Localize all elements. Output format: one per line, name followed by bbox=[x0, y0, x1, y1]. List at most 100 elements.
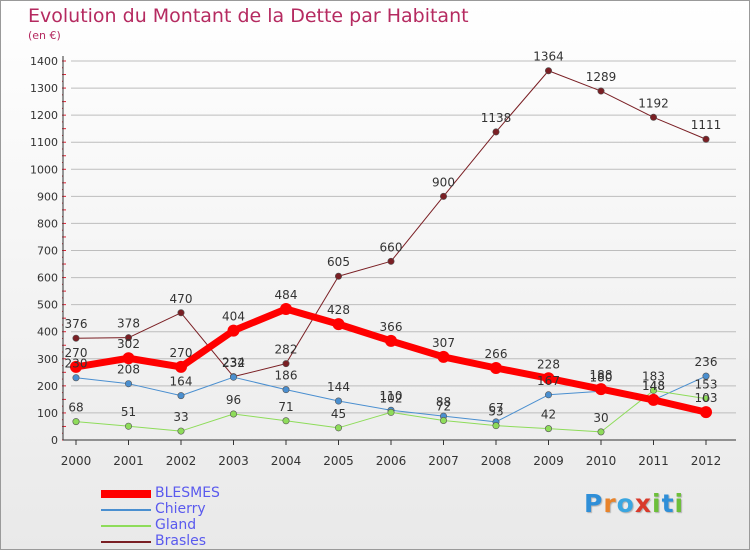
data-label-chierry: 230 bbox=[65, 357, 88, 371]
y-tick-label: 800 bbox=[37, 217, 58, 230]
y-tick-label: 600 bbox=[37, 272, 58, 285]
x-tick-label: 2005 bbox=[323, 454, 354, 468]
series-gland bbox=[72, 386, 710, 436]
data-label-chierry: 144 bbox=[327, 380, 350, 394]
data-point-chierry bbox=[125, 380, 133, 388]
x-tick-label: 2011 bbox=[638, 454, 669, 468]
data-label-gland: 33 bbox=[173, 410, 188, 424]
data-point-blesmes bbox=[280, 302, 292, 315]
data-label-brasles: 234 bbox=[222, 356, 245, 370]
data-label-gland: 183 bbox=[642, 369, 665, 383]
x-tick-label: 2007 bbox=[428, 454, 459, 468]
data-point-blesmes bbox=[542, 372, 555, 385]
legend-swatch bbox=[101, 541, 151, 543]
data-point-blesmes bbox=[700, 406, 712, 419]
data-point-blesmes bbox=[490, 361, 502, 374]
legend-swatch bbox=[101, 490, 151, 498]
data-point-chierry bbox=[282, 386, 290, 394]
data-point-gland bbox=[702, 395, 710, 403]
x-tick-label: 2006 bbox=[376, 454, 407, 468]
data-label-chierry: 236 bbox=[695, 355, 718, 369]
y-tick-label: 300 bbox=[37, 353, 58, 366]
data-label-brasles: 1138 bbox=[481, 111, 512, 125]
axes bbox=[62, 56, 736, 445]
data-point-blesmes bbox=[122, 352, 135, 365]
data-point-blesmes bbox=[175, 360, 187, 373]
legend-label: Brasles bbox=[155, 533, 207, 549]
data-point-gland bbox=[649, 386, 657, 394]
y-tick-label: 400 bbox=[37, 326, 58, 339]
chart-title: Evolution du Montant de la Dette par Hab… bbox=[28, 5, 469, 27]
data-label-brasles: 378 bbox=[117, 317, 140, 331]
series-blesmes bbox=[70, 302, 712, 419]
data-label-blesmes: 307 bbox=[432, 336, 455, 350]
data-point-brasles bbox=[334, 272, 342, 280]
x-tick-label: 2003 bbox=[218, 454, 249, 468]
legend-label: Gland bbox=[155, 517, 197, 533]
data-label-blesmes: 103 bbox=[695, 391, 718, 405]
data-label-brasles: 470 bbox=[170, 292, 193, 306]
legend-label: Chierry bbox=[155, 501, 206, 517]
y-tick-label: 1400 bbox=[30, 55, 58, 68]
data-label-gland: 153 bbox=[695, 378, 718, 392]
data-point-chierry bbox=[72, 374, 80, 382]
data-label-gland: 51 bbox=[121, 405, 136, 419]
data-point-gland bbox=[177, 427, 185, 435]
data-label-blesmes: 366 bbox=[380, 320, 403, 334]
data-point-gland bbox=[72, 418, 80, 426]
data-label-blesmes: 484 bbox=[275, 288, 298, 302]
data-point-brasles bbox=[125, 334, 133, 342]
data-label-blesmes: 428 bbox=[327, 303, 350, 317]
data-label-brasles: 605 bbox=[327, 255, 350, 269]
x-tick-label: 2004 bbox=[271, 454, 302, 468]
y-tick-label: 1200 bbox=[30, 109, 58, 122]
data-label-gland: 30 bbox=[593, 411, 608, 425]
data-label-blesmes: 302 bbox=[117, 337, 140, 351]
data-point-brasles bbox=[282, 360, 290, 368]
y-tick-label: 100 bbox=[37, 407, 58, 420]
data-label-brasles: 1111 bbox=[691, 118, 722, 132]
data-point-brasles bbox=[72, 334, 80, 342]
data-label-gland: 71 bbox=[278, 400, 293, 414]
data-label-blesmes: 270 bbox=[170, 346, 193, 360]
x-tick-label: 2002 bbox=[166, 454, 197, 468]
x-tick-label: 2008 bbox=[481, 454, 512, 468]
y-tick-label: 200 bbox=[37, 380, 58, 393]
data-point-chierry bbox=[544, 391, 552, 399]
data-label-gland: 72 bbox=[436, 400, 451, 414]
legend-swatch bbox=[101, 525, 151, 527]
data-label-brasles: 1289 bbox=[586, 70, 617, 84]
data-point-gland bbox=[544, 425, 552, 433]
data-point-blesmes bbox=[595, 383, 607, 396]
data-label-blesmes: 266 bbox=[485, 347, 508, 361]
data-label-blesmes: 228 bbox=[537, 357, 560, 371]
data-label-chierry: 180 bbox=[590, 370, 613, 384]
data-point-gland bbox=[334, 424, 342, 432]
data-label-chierry: 164 bbox=[170, 375, 193, 389]
series-group bbox=[70, 67, 712, 436]
data-point-brasles bbox=[439, 192, 447, 200]
data-point-chierry bbox=[334, 397, 342, 405]
x-tick-label: 2010 bbox=[586, 454, 617, 468]
data-labels: 376 378 470 234 282 605 660 900 1138 1364 1289 1192… bbox=[65, 50, 722, 425]
data-point-gland bbox=[282, 417, 290, 425]
data-label-gland: 68 bbox=[68, 401, 83, 415]
data-point-blesmes bbox=[227, 324, 240, 337]
y-tick-label: 1300 bbox=[30, 82, 58, 95]
x-tick-label: 2009 bbox=[533, 454, 564, 468]
data-label-brasles: 1192 bbox=[638, 96, 669, 110]
data-point-gland bbox=[439, 417, 447, 425]
data-point-brasles bbox=[544, 67, 552, 75]
x-tick-label: 2000 bbox=[61, 454, 92, 468]
data-label-chierry: 186 bbox=[275, 369, 298, 383]
data-label-brasles: 1364 bbox=[533, 50, 564, 64]
data-point-chierry bbox=[702, 372, 710, 380]
data-label-brasles: 282 bbox=[275, 343, 298, 357]
data-point-gland bbox=[597, 428, 605, 436]
legend-label: BLESMES bbox=[155, 485, 220, 501]
legend-swatch bbox=[101, 509, 151, 511]
data-point-blesmes bbox=[647, 393, 660, 406]
data-point-brasles bbox=[702, 135, 710, 143]
data-label-chierry: 167 bbox=[537, 374, 560, 388]
y-tick-label: 500 bbox=[37, 299, 58, 312]
